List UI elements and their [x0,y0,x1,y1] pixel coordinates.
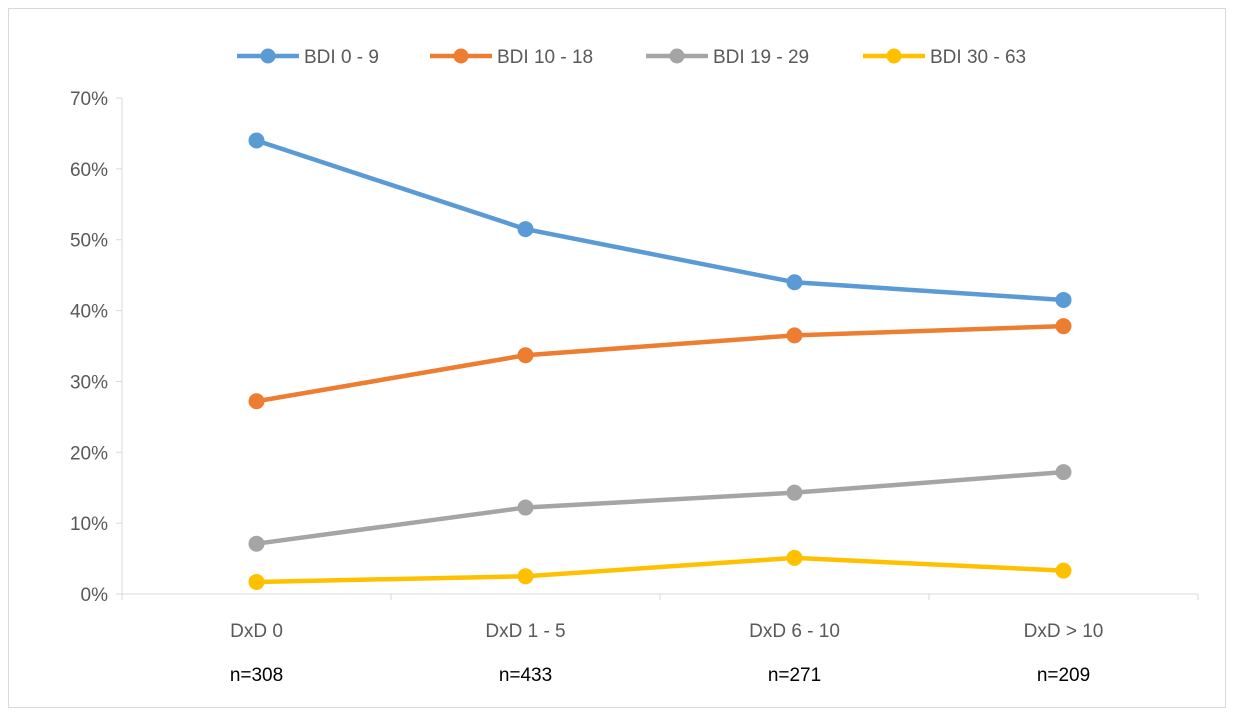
y-tick-label: 40% [70,302,108,323]
chart-area [8,8,1226,708]
data-point [786,484,803,501]
sample-size-label: n=271 [768,665,821,686]
data-point [1055,318,1072,335]
sample-size-label: n=433 [499,665,552,686]
y-tick-label: 50% [70,231,108,252]
series-line [254,555,1066,585]
data-point [786,274,803,291]
x-category-label: DxD > 10 [1024,621,1104,642]
x-category-label: DxD 0 [230,621,283,642]
y-tick-label: 20% [70,443,108,464]
sample-size-label: n=308 [230,665,283,686]
data-point [1055,562,1072,579]
data-point [786,327,803,344]
legend-label: BDI 30 - 63 [930,47,1026,68]
data-point [248,535,265,552]
data-point [248,573,265,590]
y-tick-label: 30% [70,372,108,393]
x-category-label: DxD 1 - 5 [485,621,565,642]
data-point [517,221,534,238]
data-point [248,393,265,410]
data-point [1055,464,1072,481]
legend-label: BDI 19 - 29 [713,47,809,68]
data-point [517,499,534,516]
y-tick-label: 70% [70,89,108,110]
y-tick-label: 60% [70,160,108,181]
x-category-label: DxD 6 - 10 [749,621,840,642]
series-line [254,323,1066,404]
legend-marker [669,48,685,64]
legend-marker [453,48,469,64]
sample-size-label: n=209 [1037,665,1090,686]
data-point [517,347,534,364]
data-point [786,549,803,566]
legend-label: BDI 10 - 18 [497,47,593,68]
legend-marker [260,48,276,64]
legend-label: BDI 0 - 9 [304,47,379,68]
data-point [517,568,534,585]
series-line [254,138,1066,303]
legend-marker [886,48,902,64]
y-tick-label: 0% [81,585,109,606]
series-line [254,469,1066,546]
data-point [1055,291,1072,308]
y-tick-label: 10% [70,514,108,535]
data-point [248,132,265,149]
